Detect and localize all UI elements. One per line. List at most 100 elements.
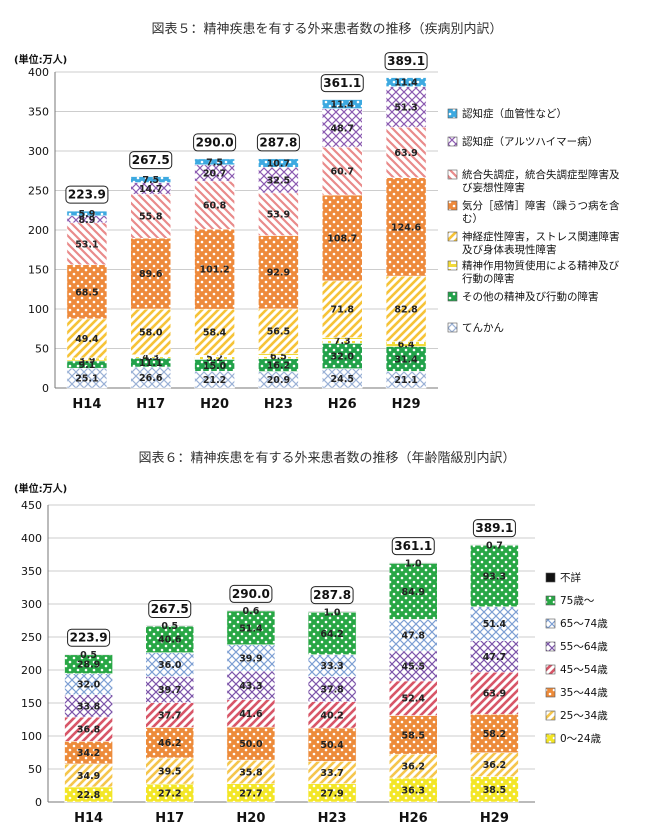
bar-segment (322, 146, 363, 196)
data-label: 108.7 (327, 233, 357, 244)
bar-segment (64, 653, 113, 656)
x-tick-label: H17 (136, 397, 165, 412)
x-tick-label: H29 (392, 397, 421, 412)
x-tick-label: H29 (480, 811, 509, 826)
bar-segment (258, 235, 299, 310)
data-label: 50.4 (320, 740, 344, 751)
legend-label: 0～24歳 (560, 733, 602, 745)
legend-label: 認知症（アルツハイマー病） (462, 135, 598, 148)
bar-segment (258, 192, 299, 236)
data-label: 36.0 (158, 660, 182, 671)
legend-label: 55～64歳 (560, 641, 608, 653)
y-tick-label: 400 (28, 66, 49, 79)
data-label: 39.5 (158, 767, 181, 778)
data-label: 45.5 (402, 661, 425, 672)
data-label: 40.6 (158, 635, 182, 646)
data-label: 34.9 (77, 771, 100, 782)
bar-segment (389, 680, 438, 716)
legend-swatch (447, 108, 458, 119)
total-box (256, 133, 300, 152)
bar-segment (307, 612, 357, 655)
legend-swatch (447, 291, 458, 302)
data-label: 48.7 (331, 123, 354, 134)
data-label: 63.9 (483, 689, 506, 700)
data-label: 37.7 (158, 711, 181, 722)
x-tick-label: H23 (264, 397, 293, 412)
data-label: 58.5 (402, 730, 425, 741)
total-label: 361.1 (394, 539, 432, 553)
y-tick-label: 300 (21, 598, 42, 611)
x-tick-label: H14 (74, 811, 103, 826)
y-tick-label: 400 (21, 532, 42, 545)
bar-segment (226, 699, 276, 728)
bar-segment (470, 544, 519, 546)
data-label: 47.7 (483, 652, 506, 663)
unit-label: (単位:万人) (14, 482, 67, 495)
data-label: 33.3 (320, 661, 343, 672)
total-label: 290.0 (196, 135, 234, 149)
data-label: 22.8 (77, 790, 101, 801)
data-label: 36.3 (402, 786, 425, 797)
y-tick-label: 200 (21, 664, 42, 677)
legend-swatch (545, 572, 556, 583)
x-tick-label: H26 (328, 397, 357, 412)
data-label: 40.2 (320, 710, 343, 721)
legend-swatch (545, 664, 556, 675)
y-tick-label: 150 (28, 264, 49, 277)
total-label: 287.8 (313, 588, 351, 602)
data-label: 32.0 (331, 352, 355, 363)
total-box (129, 151, 173, 170)
data-label: 64.2 (320, 629, 343, 640)
total-box (193, 133, 237, 152)
total-box (65, 185, 109, 204)
bar-segment (470, 544, 519, 607)
data-label: 31.4 (394, 354, 418, 365)
bar-segment (322, 280, 363, 338)
data-label: 47.8 (402, 631, 426, 642)
bar-segment (145, 757, 194, 785)
data-label: 15.0 (203, 361, 227, 372)
data-label: 20.9 (267, 375, 290, 386)
bar-segment (470, 671, 519, 715)
data-label: 92.9 (267, 268, 290, 279)
data-label: 53.1 (75, 239, 98, 250)
total-label: 267.5 (151, 602, 189, 616)
data-label: 24.5 (331, 374, 354, 385)
disease-chart: 図表５：精神疾患を有する外来患者数の推移（疾病別内訳） (単位:万人) 0 50 1… (14, 21, 620, 412)
total-label: 361.1 (323, 76, 361, 90)
x-tick-label: H17 (155, 811, 184, 826)
data-label: 124.6 (391, 222, 421, 233)
data-label: 0.6 (242, 606, 259, 617)
bar-segment (385, 77, 427, 87)
legend-swatch (447, 136, 458, 147)
data-label: 11.4 (331, 100, 355, 111)
legend-label: 神経症性障害，ストレス関連障害及び身体表現性障害 (462, 230, 620, 256)
bar-segment (145, 625, 194, 627)
y-tick-label: 250 (21, 631, 42, 644)
total-label: 223.9 (68, 188, 106, 202)
y-tick-label: 200 (28, 224, 49, 237)
data-label: 68.5 (75, 287, 98, 298)
data-label: 32.0 (77, 680, 101, 691)
total-label: 290.0 (232, 587, 270, 601)
bar-segment (258, 308, 299, 354)
legend-label: その他の精神及び行動の障害 (462, 290, 599, 303)
legend-label: 65～74歳 (560, 618, 608, 630)
data-label: 9.1 (78, 360, 95, 371)
data-label: 56.5 (267, 327, 290, 338)
data-label: 101.2 (200, 265, 230, 276)
data-label: 25.1 (75, 374, 98, 385)
legend-swatch (545, 710, 556, 721)
bar-segment (307, 727, 357, 762)
data-label: 46.2 (158, 738, 181, 749)
legend-label: 不詳 (560, 571, 581, 584)
data-label: 10.7 (267, 159, 290, 170)
bar-segment (64, 716, 113, 742)
unit-label: (単位:万人) (14, 53, 67, 66)
bar-segment (258, 158, 299, 168)
data-label: 93.3 (483, 571, 506, 582)
legend-label: 45～54歳 (560, 664, 608, 676)
total-label: 223.9 (70, 631, 108, 645)
total-box (384, 52, 428, 71)
